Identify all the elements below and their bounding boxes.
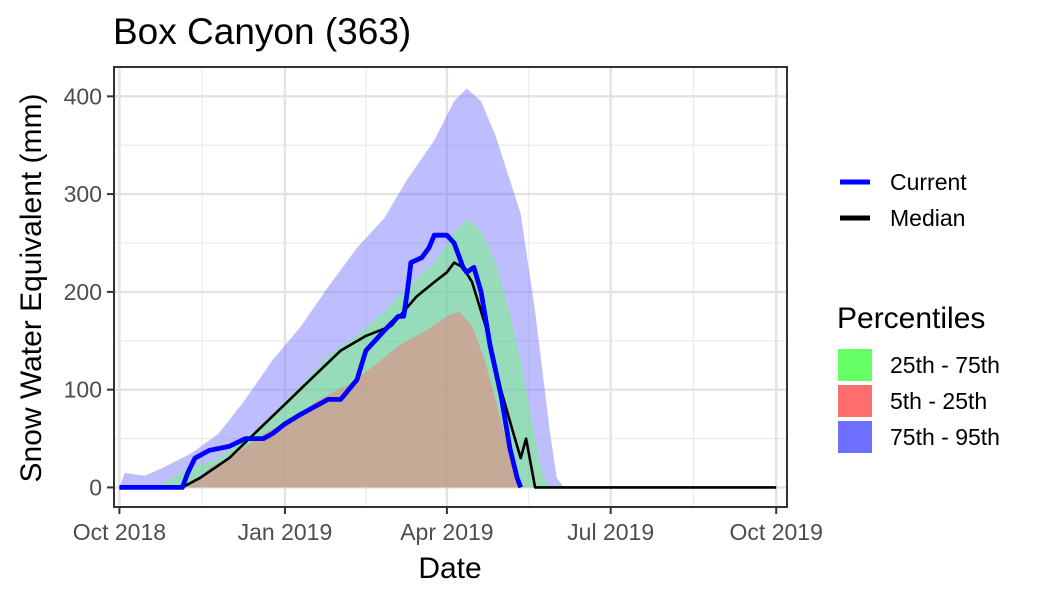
y-axis-title: Snow Water Equivalent (mm) (15, 93, 48, 482)
y-tick-label: 0 (89, 474, 102, 500)
plot-area (113, 66, 788, 508)
legend-percentile-label: 5th - 25th (890, 388, 987, 414)
series-lines (119, 232, 777, 490)
x-tick-label: Jul 2019 (567, 519, 654, 545)
chart-title: Box Canyon (363) (113, 11, 411, 52)
panel-background (114, 67, 787, 507)
x-tick-label: Oct 2019 (730, 519, 823, 545)
legend-label-median: Median (890, 205, 965, 231)
legend: Current Median Percentiles 25th - 75th 5th… (837, 169, 1000, 453)
legend-percentiles-title: Percentiles (837, 302, 985, 335)
x-axis: Oct 2018 Jan 2019 Apr 2019 Jul 2019 Oct 2019 (73, 507, 823, 545)
legend-swatch (838, 421, 872, 453)
y-axis: 0 100 200 300 400 (64, 83, 114, 500)
percentile-bands (119, 88, 564, 488)
y-tick-label: 200 (64, 279, 102, 305)
y-tick-label: 100 (64, 377, 102, 403)
x-tick-label: Apr 2019 (400, 519, 493, 545)
series-median (119, 261, 777, 489)
legend-swatch (838, 385, 872, 417)
legend-percentile-label: 75th - 95th (890, 424, 1000, 450)
x-tick-label: Jan 2019 (238, 519, 333, 545)
series-current (119, 232, 523, 490)
x-axis-title: Date (418, 552, 481, 585)
legend-swatch (838, 349, 872, 381)
grid-lines (114, 67, 787, 507)
band-75th-95th (119, 88, 564, 488)
x-tick-label: Oct 2018 (73, 519, 166, 545)
y-tick-label: 300 (64, 181, 102, 207)
band-5th-25th (187, 311, 523, 488)
band-25th-75th (162, 218, 550, 488)
y-tick-label: 400 (64, 83, 102, 109)
panel-border (113, 66, 788, 508)
legend-percentiles: 25th - 75th 5th - 25th 75th - 95th (838, 349, 1000, 453)
legend-percentile-label: 25th - 75th (890, 352, 1000, 378)
legend-label-current: Current (890, 169, 967, 195)
legend-lines: Current Median (840, 169, 967, 231)
